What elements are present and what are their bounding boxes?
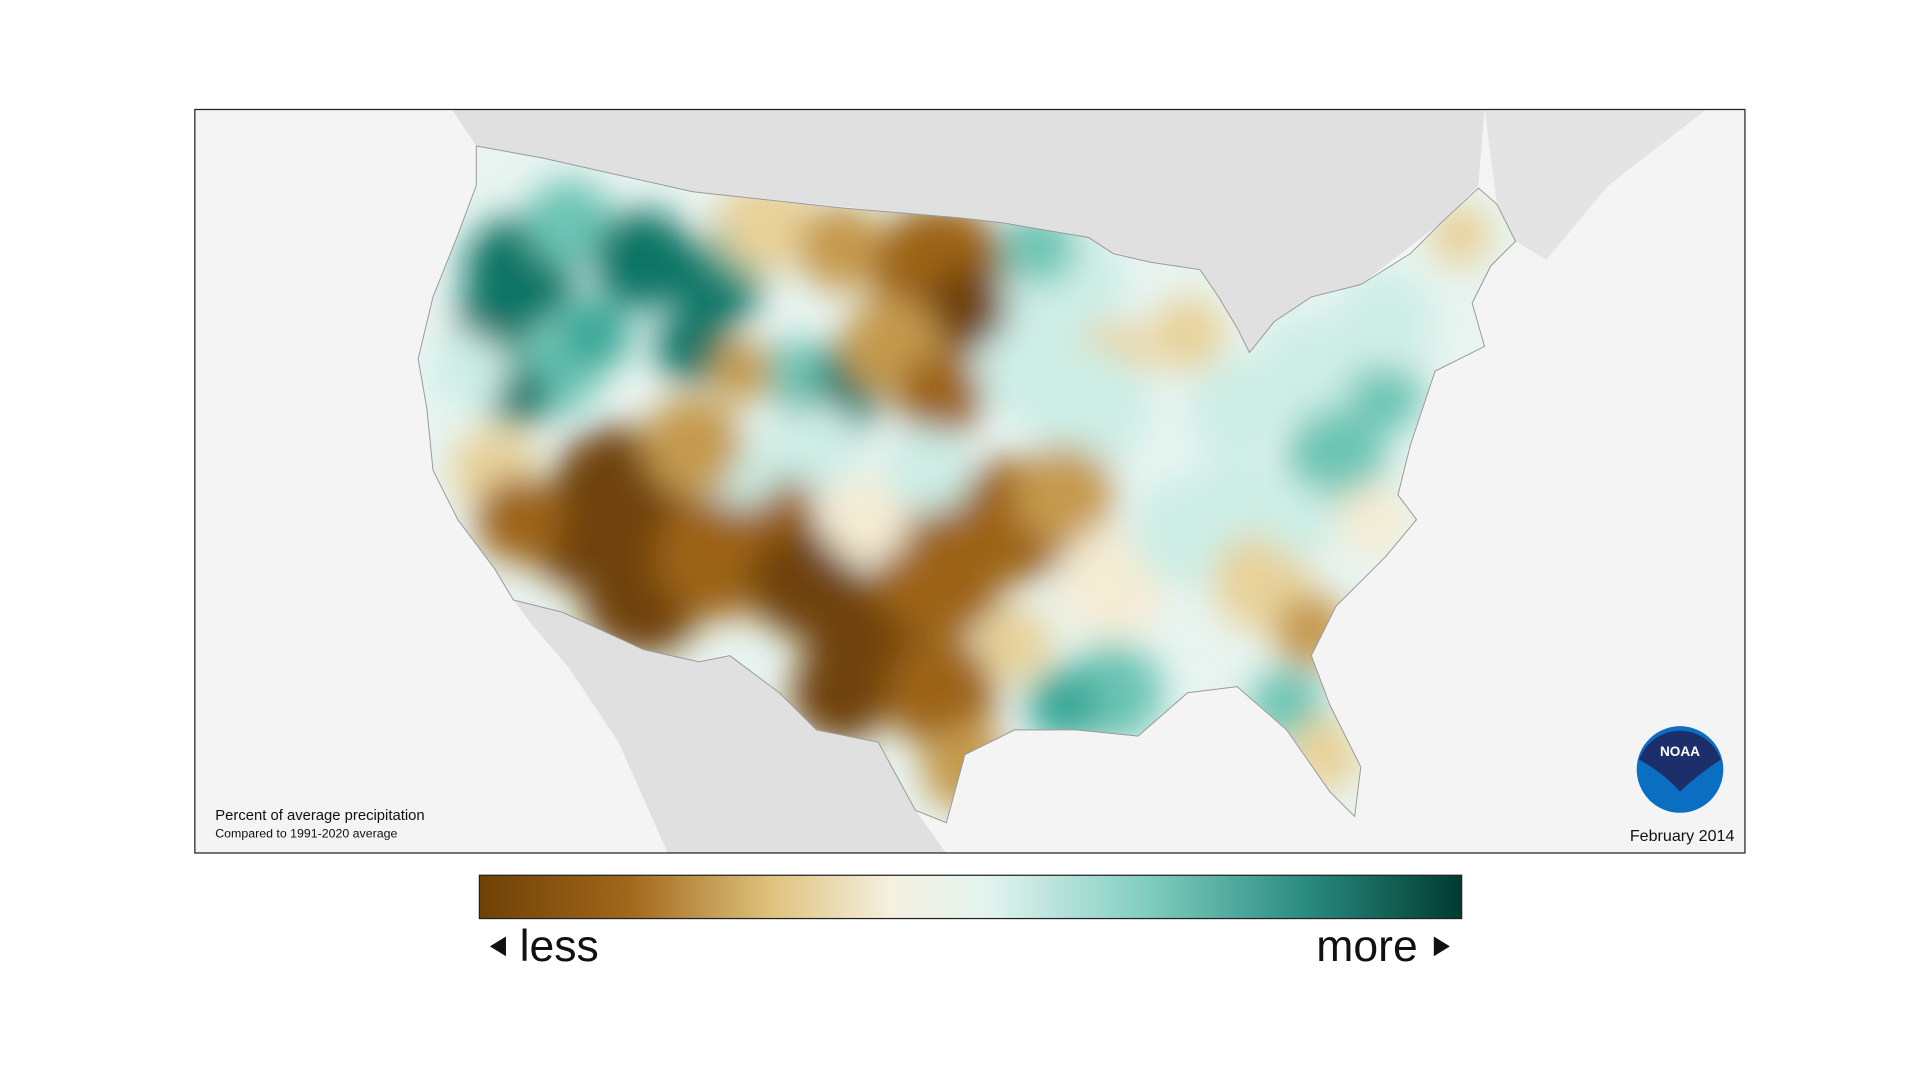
map-title: Percent of average precipitation xyxy=(215,808,424,824)
precip-blob xyxy=(1026,668,1102,743)
map-date: February 2014 xyxy=(1630,827,1735,845)
map-subtitle: Compared to 1991-2020 average xyxy=(215,827,397,841)
precip-blob xyxy=(884,426,972,514)
precip-blob xyxy=(655,309,730,384)
precip-blob xyxy=(977,321,1077,421)
precip-blob xyxy=(822,476,910,563)
precip-blob xyxy=(711,340,774,403)
canada xyxy=(451,108,1485,353)
logo-text: NOAA xyxy=(1660,744,1700,759)
legend-less: less xyxy=(520,922,599,971)
precip-blob xyxy=(1150,296,1225,372)
map-frame: Percent of average precipitation Compare… xyxy=(194,108,1745,854)
precip-blob xyxy=(1336,482,1411,557)
precip-blob xyxy=(977,606,1052,681)
precip-blob xyxy=(773,402,860,489)
precip-blob xyxy=(643,395,743,495)
precip-blob xyxy=(760,340,823,403)
precip-blob xyxy=(1336,272,1436,372)
precip-blob xyxy=(476,476,563,563)
precip-blob xyxy=(1286,408,1386,508)
legend-arrow-right xyxy=(1433,936,1450,957)
precip-blob xyxy=(896,352,984,440)
precip-blob xyxy=(1014,445,1114,545)
legend-more: more xyxy=(1316,922,1417,971)
precip-blob xyxy=(1348,358,1423,433)
frame-border xyxy=(194,108,1746,854)
precip-blob xyxy=(797,204,885,291)
precip-blob xyxy=(1193,451,1281,539)
precip-blob xyxy=(791,643,891,743)
precip-blob xyxy=(1255,315,1368,427)
precip-blobs xyxy=(432,173,1491,811)
legend-arrow-left xyxy=(489,936,506,957)
canada-east xyxy=(1484,108,1708,260)
mexico xyxy=(513,600,947,854)
precip-blob xyxy=(884,637,996,749)
precip-blob xyxy=(593,210,693,310)
legend-bar xyxy=(478,874,1463,920)
logo-top xyxy=(1639,730,1721,792)
precip-blob xyxy=(525,179,613,266)
gulf-california xyxy=(519,618,631,854)
precip-blob xyxy=(1261,482,1337,557)
precip-blob xyxy=(921,265,1009,353)
noaa-logo: NOAA xyxy=(1636,726,1724,813)
precip-blob xyxy=(432,334,508,409)
precip-blob xyxy=(556,296,631,372)
